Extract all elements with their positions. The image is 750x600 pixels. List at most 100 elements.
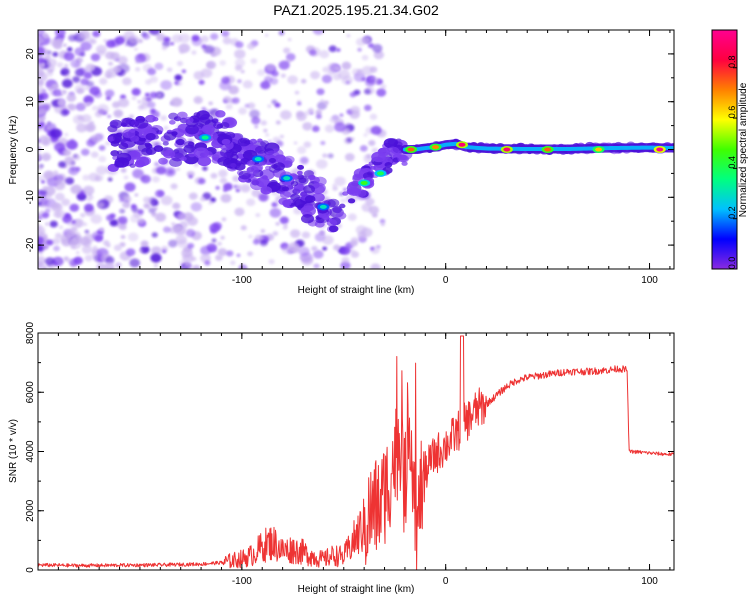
heatmap-speckle	[113, 244, 122, 252]
heatmap-speckle	[228, 85, 240, 95]
heatmap-speckle	[345, 80, 350, 85]
heatmap-hotspot	[656, 147, 664, 152]
snr-series-line	[38, 335, 674, 570]
x-tick-label: -100	[232, 576, 252, 587]
heatmap-speckle	[361, 54, 369, 61]
heatmap-ridge-cell	[129, 128, 136, 133]
heatmap-speckle	[299, 156, 309, 165]
heatmap-speckle	[191, 37, 203, 46]
heatmap-speckle	[52, 170, 59, 176]
heatmap-speckle	[80, 148, 90, 156]
heatmap-speckle	[52, 237, 61, 245]
heatmap-speckle	[44, 222, 50, 226]
heatmap-speckle	[104, 256, 115, 265]
heatmap-speckle	[48, 86, 54, 92]
heatmap-speckle	[38, 31, 42, 35]
heatmap-speckle	[380, 222, 385, 227]
heatmap-speckle	[364, 78, 375, 87]
heatmap-ridge-cell	[118, 142, 129, 150]
heatmap-speckle	[198, 79, 205, 85]
heatmap-ridge-cell	[197, 156, 212, 167]
heatmap-speckle	[170, 97, 183, 107]
heatmap-speckle	[240, 184, 251, 193]
heatmap-speckle	[172, 202, 181, 210]
heatmap-speckle	[99, 227, 105, 232]
heatmap-speckle	[77, 115, 83, 121]
heatmap-ridge-cell	[134, 160, 146, 168]
heatmap-ridge-cell	[211, 154, 220, 160]
heatmap-speckle	[373, 50, 385, 60]
heatmap-speckle	[178, 33, 191, 43]
heatmap-speckle	[363, 133, 368, 137]
heatmap-speckle	[65, 177, 75, 185]
heatmap-speckle	[56, 99, 65, 107]
snr-ylabel: SNR (10 * v/v)	[8, 419, 19, 483]
heatmap-ridge-cell	[398, 155, 410, 163]
heatmap-speckle	[103, 39, 108, 43]
heatmap-speckle	[235, 41, 244, 49]
heatmap-ridge-cell	[371, 151, 386, 163]
heatmap-speckle	[164, 167, 176, 177]
heatmap-speckle	[370, 263, 381, 269]
heatmap-speckle	[278, 30, 285, 36]
heatmap-speckle	[380, 83, 387, 90]
heatmap-speckle	[38, 111, 41, 117]
heatmap-speckle	[137, 100, 142, 104]
heatmap-speckle	[340, 198, 347, 204]
heatmap-speckle	[311, 245, 318, 252]
heatmap-speckle	[296, 101, 302, 106]
heatmap-speckle	[168, 239, 178, 248]
heatmap-speckle	[324, 124, 335, 133]
heatmap-speckle	[69, 203, 80, 212]
heatmap-speckle	[353, 72, 366, 82]
heatmap-speckle	[140, 174, 151, 184]
heatmap-ridge-cell	[169, 119, 176, 125]
heatmap-speckle	[163, 125, 169, 130]
heatmap-ridge-cell	[386, 146, 400, 156]
heatmap-ridge-cell	[109, 119, 123, 129]
heatmap-speckle	[97, 202, 105, 209]
heatmap-ridge-cell	[184, 116, 194, 124]
heatmap-speckle	[266, 63, 276, 72]
heatmap-speckle	[357, 47, 362, 52]
heatmap-speckle	[372, 44, 383, 53]
heatmap-ridge-cell	[383, 138, 398, 149]
colorbar-label: Normalized spectral amplitude	[738, 82, 749, 217]
heatmap-speckle	[264, 33, 269, 37]
heatmap-speckle	[311, 125, 320, 133]
heatmap-speckle	[154, 62, 164, 70]
heatmap-speckle	[92, 245, 98, 250]
heatmap-speckle	[38, 154, 42, 161]
heatmap-speckle	[90, 53, 101, 62]
y-tick-label: 8000	[25, 321, 36, 344]
heatmap-speckle	[83, 71, 93, 79]
heatmap-speckle	[46, 71, 54, 77]
heatmap-speckle	[52, 40, 63, 49]
heatmap-speckle	[124, 43, 129, 47]
heatmap-speckle	[38, 223, 43, 231]
heatmap-speckle	[87, 101, 92, 105]
heatmap-speckle	[251, 189, 262, 198]
heatmap-speckle	[86, 196, 92, 202]
heatmap-speckle	[115, 262, 122, 268]
heatmap-speckle	[104, 89, 115, 98]
heatmap-ridge-cell	[175, 138, 185, 146]
heatmap-speckle	[112, 65, 122, 74]
heatmap-speckle	[95, 165, 108, 176]
heatmap-speckle	[221, 76, 230, 84]
heatmap-speckle	[327, 69, 336, 76]
heatmap-speckle	[336, 48, 341, 52]
heatmap-speckle	[247, 42, 255, 50]
heatmap-speckle	[38, 201, 42, 207]
heatmap-speckle	[322, 235, 334, 245]
heatmap-speckle	[244, 103, 250, 108]
heatmap-ridge-cell	[307, 174, 316, 181]
heatmap-ridge-cell	[145, 133, 156, 141]
heatmap-speckle	[43, 170, 54, 180]
heatmap-speckle	[66, 159, 76, 167]
heatmap-speckle	[171, 222, 176, 226]
heatmap-speckle	[42, 137, 52, 145]
heatmap-speckle	[194, 97, 202, 104]
y-tick-label: -10	[25, 190, 36, 205]
heatmap-speckle	[161, 249, 167, 254]
